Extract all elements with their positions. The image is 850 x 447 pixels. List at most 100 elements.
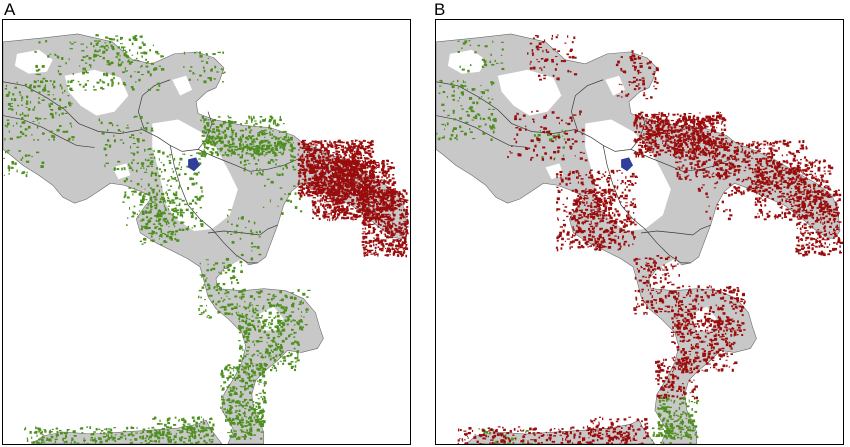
green-cluster — [179, 211, 183, 214]
green-cluster — [299, 325, 302, 329]
green-cluster — [438, 85, 442, 87]
red-cluster — [360, 180, 364, 183]
red-cluster — [299, 194, 303, 198]
green-cluster — [247, 125, 251, 129]
red-cluster — [330, 184, 332, 188]
green-cluster — [124, 70, 128, 72]
green-cluster — [229, 406, 233, 409]
red-cluster — [369, 170, 373, 172]
red-cluster — [365, 148, 367, 151]
red-cluster — [365, 209, 367, 213]
red-cluster — [328, 188, 332, 192]
green-cluster — [291, 155, 295, 157]
green-cluster — [279, 348, 281, 351]
map-svg-a — [3, 33, 409, 444]
red-cluster — [307, 193, 311, 197]
green-cluster — [132, 211, 135, 213]
green-cluster — [292, 319, 295, 322]
green-cluster — [204, 131, 207, 134]
red-cluster — [406, 206, 409, 209]
green-cluster — [187, 186, 190, 190]
red-cluster — [329, 140, 331, 144]
green-cluster — [204, 154, 206, 158]
green-cluster — [69, 48, 73, 50]
green-cluster — [156, 192, 158, 195]
green-cluster — [150, 235, 153, 238]
red-cluster — [302, 187, 305, 190]
red-cluster — [353, 182, 356, 185]
green-cluster — [206, 147, 210, 149]
green-cluster — [241, 140, 243, 143]
red-cluster — [351, 187, 355, 190]
green-cluster — [41, 65, 45, 68]
green-cluster — [250, 363, 254, 365]
green-cluster — [154, 178, 158, 182]
red-cluster — [314, 141, 317, 144]
green-cluster — [240, 423, 242, 426]
red-cluster — [371, 210, 376, 213]
green-cluster — [70, 43, 74, 45]
green-cluster — [54, 438, 58, 441]
green-cluster — [287, 138, 291, 142]
green-cluster — [245, 120, 248, 123]
red-cluster — [376, 200, 379, 203]
green-cluster — [161, 192, 165, 196]
green-cluster — [280, 136, 282, 139]
green-cluster — [99, 49, 101, 52]
red-cluster — [386, 225, 389, 227]
green-cluster — [108, 144, 112, 148]
green-cluster — [259, 171, 262, 175]
green-cluster — [206, 441, 208, 444]
green-cluster — [21, 132, 25, 136]
red-cluster — [319, 200, 321, 203]
green-cluster — [268, 118, 272, 122]
red-cluster — [366, 242, 370, 244]
red-cluster — [397, 194, 400, 196]
red-cluster — [397, 192, 400, 195]
green-cluster — [150, 173, 153, 177]
green-cluster — [207, 139, 211, 142]
red-cluster — [391, 183, 395, 187]
red-cluster — [352, 165, 355, 169]
green-cluster — [282, 328, 286, 332]
green-cluster — [245, 362, 249, 366]
green-cluster — [215, 129, 219, 132]
green-cluster — [244, 330, 248, 334]
green-cluster — [472, 116, 476, 119]
green-cluster — [43, 96, 45, 98]
green-cluster — [245, 313, 249, 316]
green-cluster — [277, 166, 282, 168]
red-cluster — [330, 200, 334, 203]
green-cluster — [204, 435, 207, 437]
green-cluster — [195, 421, 198, 425]
green-cluster — [167, 180, 169, 182]
green-cluster — [263, 131, 266, 134]
green-cluster — [201, 140, 206, 143]
red-cluster — [334, 166, 337, 169]
green-cluster — [244, 431, 247, 434]
green-cluster — [259, 290, 263, 293]
green-cluster — [280, 352, 283, 355]
red-cluster — [317, 166, 321, 170]
red-cluster — [351, 188, 355, 191]
red-cluster — [375, 167, 377, 169]
green-cluster — [111, 72, 115, 76]
red-cluster — [342, 164, 345, 168]
red-cluster — [321, 199, 324, 202]
green-cluster — [172, 423, 177, 426]
red-cluster — [398, 203, 402, 206]
red-cluster — [327, 215, 330, 219]
green-cluster — [135, 57, 138, 60]
red-cluster — [322, 160, 325, 163]
green-cluster — [217, 292, 220, 295]
green-cluster — [166, 436, 168, 438]
green-cluster — [133, 59, 137, 61]
green-cluster — [272, 130, 274, 132]
green-cluster — [257, 133, 261, 137]
green-cluster — [218, 286, 222, 290]
red-cluster — [365, 157, 369, 160]
green-cluster — [244, 435, 248, 438]
green-cluster — [33, 138, 35, 141]
green-cluster — [231, 134, 234, 136]
green-cluster — [272, 160, 275, 163]
